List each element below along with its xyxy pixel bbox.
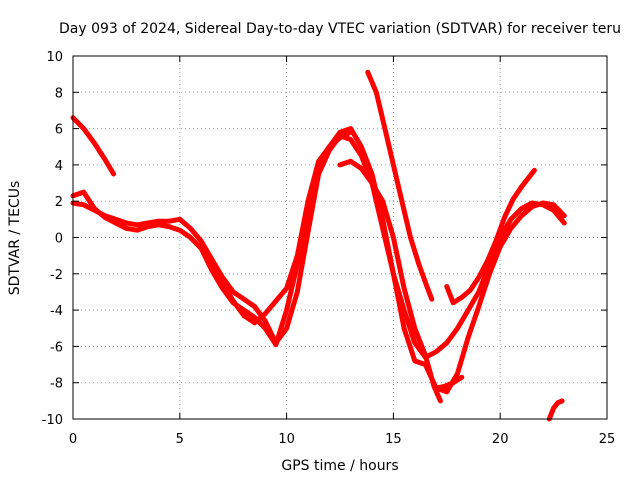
chart-title: Day 093 of 2024, Sidereal Day-to-day VTE…: [59, 21, 621, 37]
series-track-8: [444, 167, 537, 306]
y-tick-label: -4: [50, 304, 63, 319]
y-tick-label: 0: [55, 232, 63, 247]
y-axis-label: SDTVAR / TECUs: [7, 181, 23, 296]
x-axis-label: GPS time / hours: [281, 458, 398, 474]
x-tick-label: 20: [492, 432, 509, 447]
y-tick-label: -8: [50, 377, 63, 392]
series-track-5: [337, 158, 443, 404]
y-tick-label: 10: [46, 50, 63, 65]
data-series: [70, 69, 567, 422]
y-tick-label: 2: [55, 195, 63, 210]
y-tick-label: 6: [55, 123, 63, 138]
series-track-1: [70, 115, 117, 177]
series-track-4: [209, 129, 354, 326]
series-track-7: [433, 374, 465, 391]
x-tick-label: 15: [385, 432, 402, 447]
axis-ticks: 0 5 10 15 20 25 -10 -8 -6 -4 -2 0 2 4 6 8 10: [42, 50, 616, 447]
y-tick-label: -6: [50, 340, 63, 355]
x-tick-label: 10: [278, 432, 295, 447]
grid: [73, 56, 607, 419]
series-track-6: [365, 69, 435, 302]
series-track-9: [546, 398, 565, 422]
x-tick-label: 5: [176, 432, 184, 447]
y-tick-label: 8: [55, 86, 63, 101]
x-tick-label: 0: [69, 432, 77, 447]
y-tick-label: -10: [42, 413, 63, 428]
y-tick-label: -2: [50, 268, 63, 283]
y-tick-label: 4: [55, 159, 63, 174]
x-tick-label: 25: [599, 432, 616, 447]
